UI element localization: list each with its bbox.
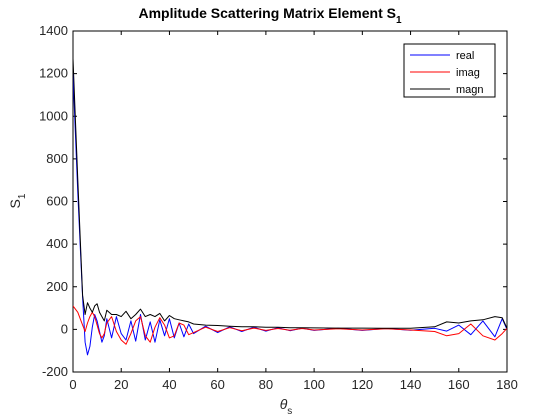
- y-tick-label: 800: [46, 151, 68, 166]
- legend-label-magn: magn: [456, 84, 484, 96]
- x-tick-label: 140: [400, 377, 422, 392]
- tick-labels: 0 20 40 60 80 100 120 140 160 180-200020040060080…: [39, 23, 518, 392]
- x-tick-label: 100: [303, 377, 325, 392]
- y-tick-label: 400: [46, 236, 68, 251]
- y-tick-label: 200: [46, 279, 68, 294]
- x-tick-label: 0: [69, 377, 76, 392]
- y-tick-label: 1400: [39, 23, 68, 38]
- y-tick-label: 1200: [39, 66, 68, 81]
- x-tick-label: 40: [162, 377, 176, 392]
- x-tick-label: 60: [210, 377, 224, 392]
- x-tick-label: 80: [259, 377, 273, 392]
- series-line-magn: [73, 58, 507, 329]
- y-tick-label: 1000: [39, 108, 68, 123]
- x-axis-label: θs: [280, 396, 293, 417]
- y-tick-label: 600: [46, 194, 68, 209]
- y-axis-label: S1: [7, 193, 28, 208]
- x-tick-label: 120: [351, 377, 373, 392]
- series-lines: [73, 58, 507, 356]
- legend-box: [403, 43, 496, 98]
- x-tick-label: 180: [496, 377, 518, 392]
- y-tick-label: 0: [61, 321, 68, 336]
- chart-title: Amplitude Scattering Matrix Element S1: [138, 5, 402, 26]
- x-tick-label: 160: [448, 377, 470, 392]
- series-line-imag: [73, 305, 507, 345]
- axis-ticks: [72, 30, 508, 373]
- y-tick-label: -200: [42, 364, 68, 379]
- legend: real imag magn: [403, 43, 496, 98]
- legend-label-imag: imag: [456, 67, 480, 79]
- legend-label-real: real: [456, 50, 474, 62]
- x-tick-label: 20: [114, 377, 128, 392]
